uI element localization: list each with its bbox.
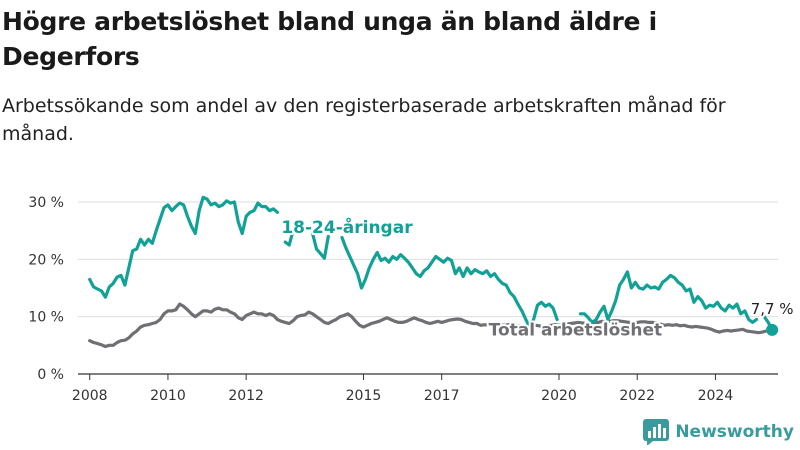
chart-title: Högre arbetslöshet bland unga än bland ä… — [2, 7, 657, 71]
total-series-label: Total arbetslöshet — [489, 321, 663, 341]
x-tick-label: 2020 — [541, 388, 577, 404]
gridlines — [78, 201, 778, 318]
last-value-dot — [766, 323, 779, 336]
youth-series-line — [311, 231, 330, 260]
x-tick-label: 2010 — [150, 388, 186, 404]
youth-series-label: 18-24-åringar — [281, 216, 413, 238]
youth-series-line — [283, 229, 295, 247]
y-tick-label: 10 % — [28, 310, 64, 326]
y-tick-label: 30 % — [28, 195, 64, 211]
youth-series-line — [340, 235, 559, 329]
x-tick-label: 2017 — [424, 388, 460, 404]
brand-name: Newsworthy — [675, 422, 794, 442]
series-labels: 18-24-åringar Total arbetslöshet 7,7 % — [279, 214, 795, 343]
y-tick-label: 0 % — [37, 367, 64, 383]
last-value-label: 7,7 % — [751, 300, 794, 318]
youth-series-line — [578, 270, 759, 324]
series-lines — [88, 195, 779, 349]
youth-series-line — [88, 195, 279, 299]
line-chart: 0 % 10 % 20 % 30 % 2008 2010 2012 2015 2017 2020 2… — [28, 195, 795, 404]
x-tick-label: 2015 — [346, 388, 382, 404]
chart-subtitle: Arbetssökande som andel av den registerb… — [2, 95, 726, 145]
newsworthy-icon — [643, 419, 670, 445]
y-tick-label: 20 % — [28, 252, 64, 268]
axes: 0 % 10 % 20 % 30 % 2008 2010 2012 2015 2017 2020 2… — [28, 195, 778, 404]
newsworthy-logo: Newsworthy — [643, 419, 794, 445]
x-tick-label: 2022 — [619, 388, 655, 404]
total-series-line — [88, 302, 774, 349]
x-tick-label: 2024 — [698, 388, 734, 404]
x-tick-label: 2008 — [72, 388, 108, 404]
x-tick-label: 2012 — [228, 388, 264, 404]
